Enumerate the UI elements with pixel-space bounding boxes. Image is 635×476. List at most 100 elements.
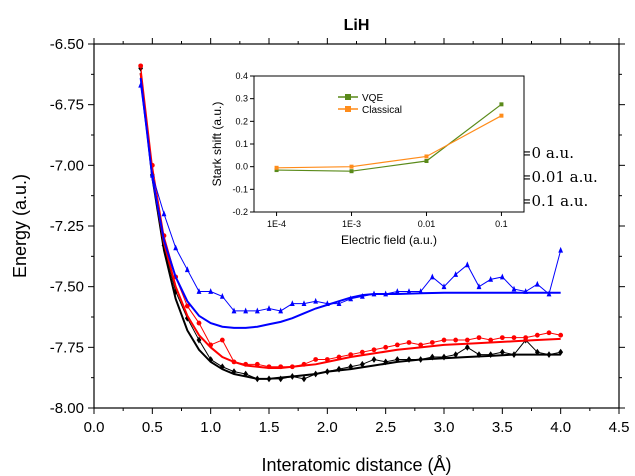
series-point [418,342,424,348]
inset-series-point [424,159,429,163]
y-tick-label: -7.50 [50,279,84,296]
x-tick-label: 2.5 [375,419,396,436]
series-point [546,290,552,297]
main-plot: 0.0 0.5 1.0 1.5 2.0 2.5 3.0 3.5 4.0 4.5 -6.50 -6.75… [10,17,629,475]
series-point [534,348,540,356]
inset-plot: 1E-4 1E-3 0.01 0.1 -0.2 -0.1 0.0 0.1 0.2 0.3 0.4 El… [210,71,525,247]
inset-series-line [276,115,502,169]
inset-y-tick-label: 0.0 [235,162,248,172]
series-point [138,63,144,69]
series-point [266,375,272,383]
series-point [418,356,424,363]
series-point [371,356,377,363]
series-point [406,356,412,363]
series-1 [138,63,564,370]
inset-y-tick-label: 0.3 [235,94,248,104]
series-point [301,361,307,367]
y-tick-label: -6.75 [50,97,84,114]
series-point [138,81,144,88]
series-point [511,351,517,359]
series-point [523,335,529,341]
series-point [219,337,225,343]
series-point [254,361,260,367]
x-tick-label: 0.5 [142,419,163,436]
series-point [196,288,202,294]
series-point [546,351,552,359]
series-point [558,348,564,356]
x-tick-label: 0.0 [84,419,105,436]
series-point [523,288,529,294]
inset-series-point [274,165,279,170]
series-point [208,342,214,348]
series-point [289,373,295,380]
inset-series-point [274,168,279,173]
inset-legend-label: Classical [362,105,402,116]
series-point [149,171,155,178]
x-tick-label: 1.5 [259,419,280,436]
series-point [534,332,540,338]
inset-series-point [499,113,504,118]
inset-x-axis-label: Electric field (a.u.) [341,233,437,247]
series-point [278,375,284,383]
x-tick-label: 2.0 [317,419,338,436]
inset-series-point [499,102,504,107]
series-point [219,292,225,299]
series-point [464,343,470,351]
series-point [558,246,564,253]
series-point [348,363,354,371]
series-point [394,356,400,363]
series-point [488,275,494,282]
inset-series-0 [274,102,504,174]
series-point [324,300,330,307]
series-point [231,359,237,365]
series-0 [138,64,564,383]
series-point [476,351,482,359]
series-point [429,353,435,361]
series-point [359,360,365,368]
series-point [383,344,389,350]
series-point [208,288,214,294]
series-point [499,335,505,341]
series-point [371,290,377,297]
inset-y-tick-label: -0.2 [232,207,248,217]
legend-label: E=0.01 a.u. [508,168,598,186]
series-point [336,365,342,373]
series-point [511,285,517,292]
inset-legend-marker [345,94,351,100]
series-point [266,305,272,311]
inset-frame [253,75,525,213]
series-point [476,283,482,290]
inset-series-line [276,103,502,172]
series-point [488,351,494,359]
x-axis-label: Interatomic distance (Å) [261,455,451,475]
series-point [324,368,330,375]
series-point [184,303,190,309]
inset-legend-marker [345,106,351,112]
inset-y-tick-label: -0.1 [232,184,248,194]
series-point [429,340,435,345]
series-point [499,273,505,280]
series-point [313,297,319,304]
series-point [406,288,412,294]
series-point [359,292,365,299]
series-point [231,368,237,375]
series-point [324,357,330,362]
series-point [464,337,470,343]
series-point [488,337,494,343]
series-point [441,337,447,343]
series-point [359,349,365,355]
inset-y-tick-label: 0.4 [235,71,248,81]
series-point [184,266,190,273]
inset-series-point [349,169,354,174]
inset-series-1 [274,113,504,170]
inset-x-tick-label: 1E-4 [267,219,286,229]
series-point [406,340,412,345]
legend-label: E=0.1 a.u. [508,192,588,210]
x-tick-label: 1.0 [200,419,221,436]
series-point [254,307,260,314]
series-point [348,295,354,302]
chart-title: LiH [344,17,370,34]
series-point [558,332,564,338]
y-tick-label: -6.50 [50,36,84,53]
